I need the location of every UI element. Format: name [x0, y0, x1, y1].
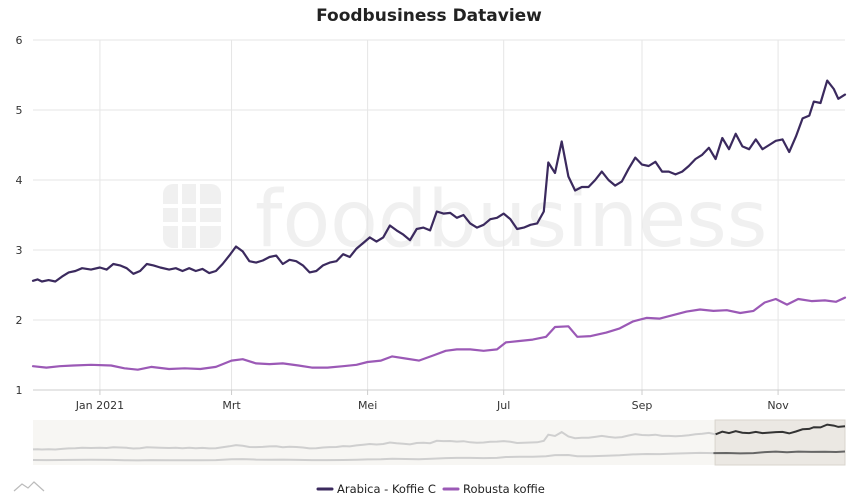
chart-title: Foodbusiness Dataview [316, 6, 542, 26]
watermark: foodbusiness [163, 175, 767, 265]
legend-label: Arabica - Koffie C [337, 482, 436, 496]
x-tick-label: Nov [767, 399, 789, 412]
legend-label: Robusta koffie [463, 482, 545, 496]
navigator-line-unselected [32, 430, 716, 451]
plot-area [31, 79, 847, 371]
y-tick-label: 1 [16, 384, 23, 397]
x-tick-label: Jan 2021 [75, 399, 124, 412]
navigator-line-unselected [32, 451, 714, 462]
x-tick-label: Mrt [222, 399, 241, 412]
y-tick-label: 6 [16, 34, 23, 47]
y-tick-label: 2 [16, 314, 23, 327]
watermark-logo-icon [163, 184, 221, 248]
legend: Arabica - Koffie C Robusta koffie [316, 482, 545, 496]
range-navigator[interactable] [32, 419, 846, 466]
x-tick-label: Jul [496, 399, 510, 412]
series-line-robusta [31, 296, 847, 371]
y-tick-label: 3 [16, 244, 23, 257]
navigator-line-selected [713, 450, 846, 455]
y-tick-label: 5 [16, 104, 23, 117]
x-tick-label: Sep [632, 399, 653, 412]
y-tick-label: 4 [16, 174, 23, 187]
navigator-selected-range[interactable] [714, 419, 846, 466]
x-tick-label: Mei [358, 399, 377, 412]
navigator-series [32, 423, 846, 462]
series-line-arabica [31, 79, 847, 283]
x-axis: Jan 2021 Mrt Mei Jul Sep Nov [33, 389, 845, 412]
mountain-icon [13, 481, 45, 492]
navigator-line-selected [715, 423, 846, 436]
y-axis: 1 2 3 4 5 6 [16, 34, 23, 397]
